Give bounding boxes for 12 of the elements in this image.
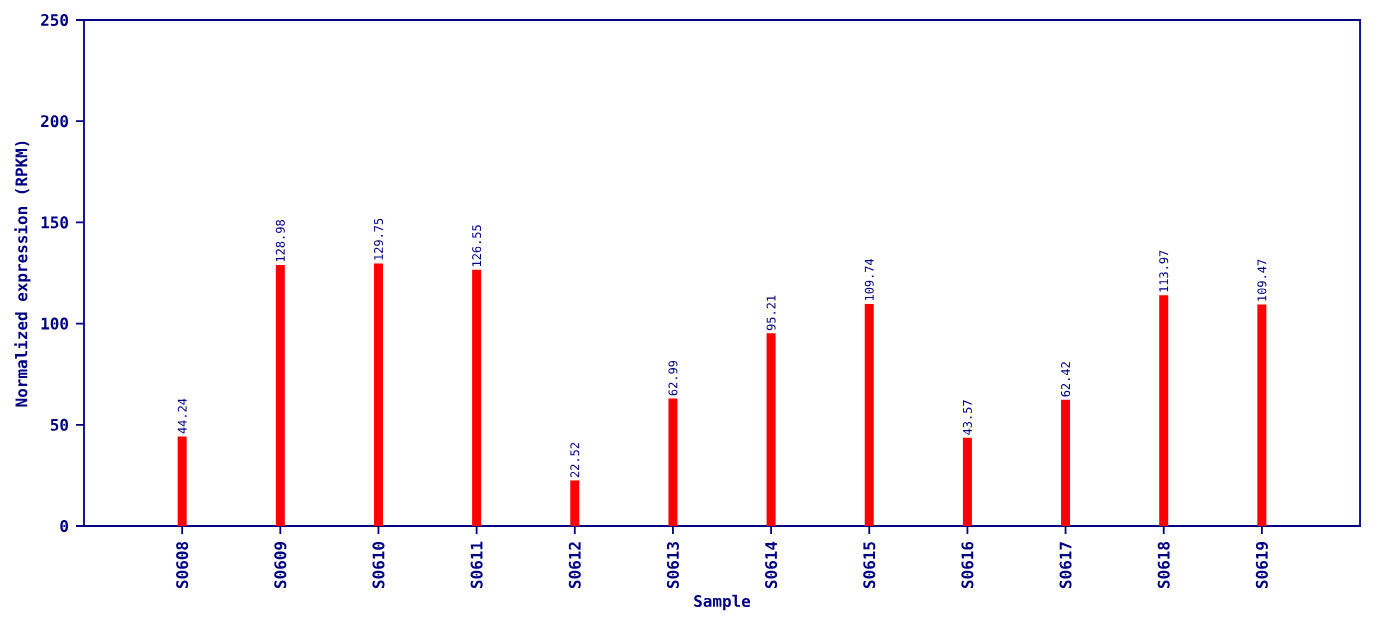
bar	[177, 436, 187, 526]
bar	[1257, 304, 1267, 526]
bar	[1061, 399, 1071, 526]
bar	[1159, 295, 1169, 526]
bar	[373, 263, 383, 526]
bar	[570, 480, 580, 526]
bar	[962, 437, 972, 526]
bar	[275, 264, 285, 526]
bar	[766, 333, 776, 526]
bar	[864, 303, 874, 526]
bar	[668, 398, 678, 526]
bar	[472, 269, 482, 526]
